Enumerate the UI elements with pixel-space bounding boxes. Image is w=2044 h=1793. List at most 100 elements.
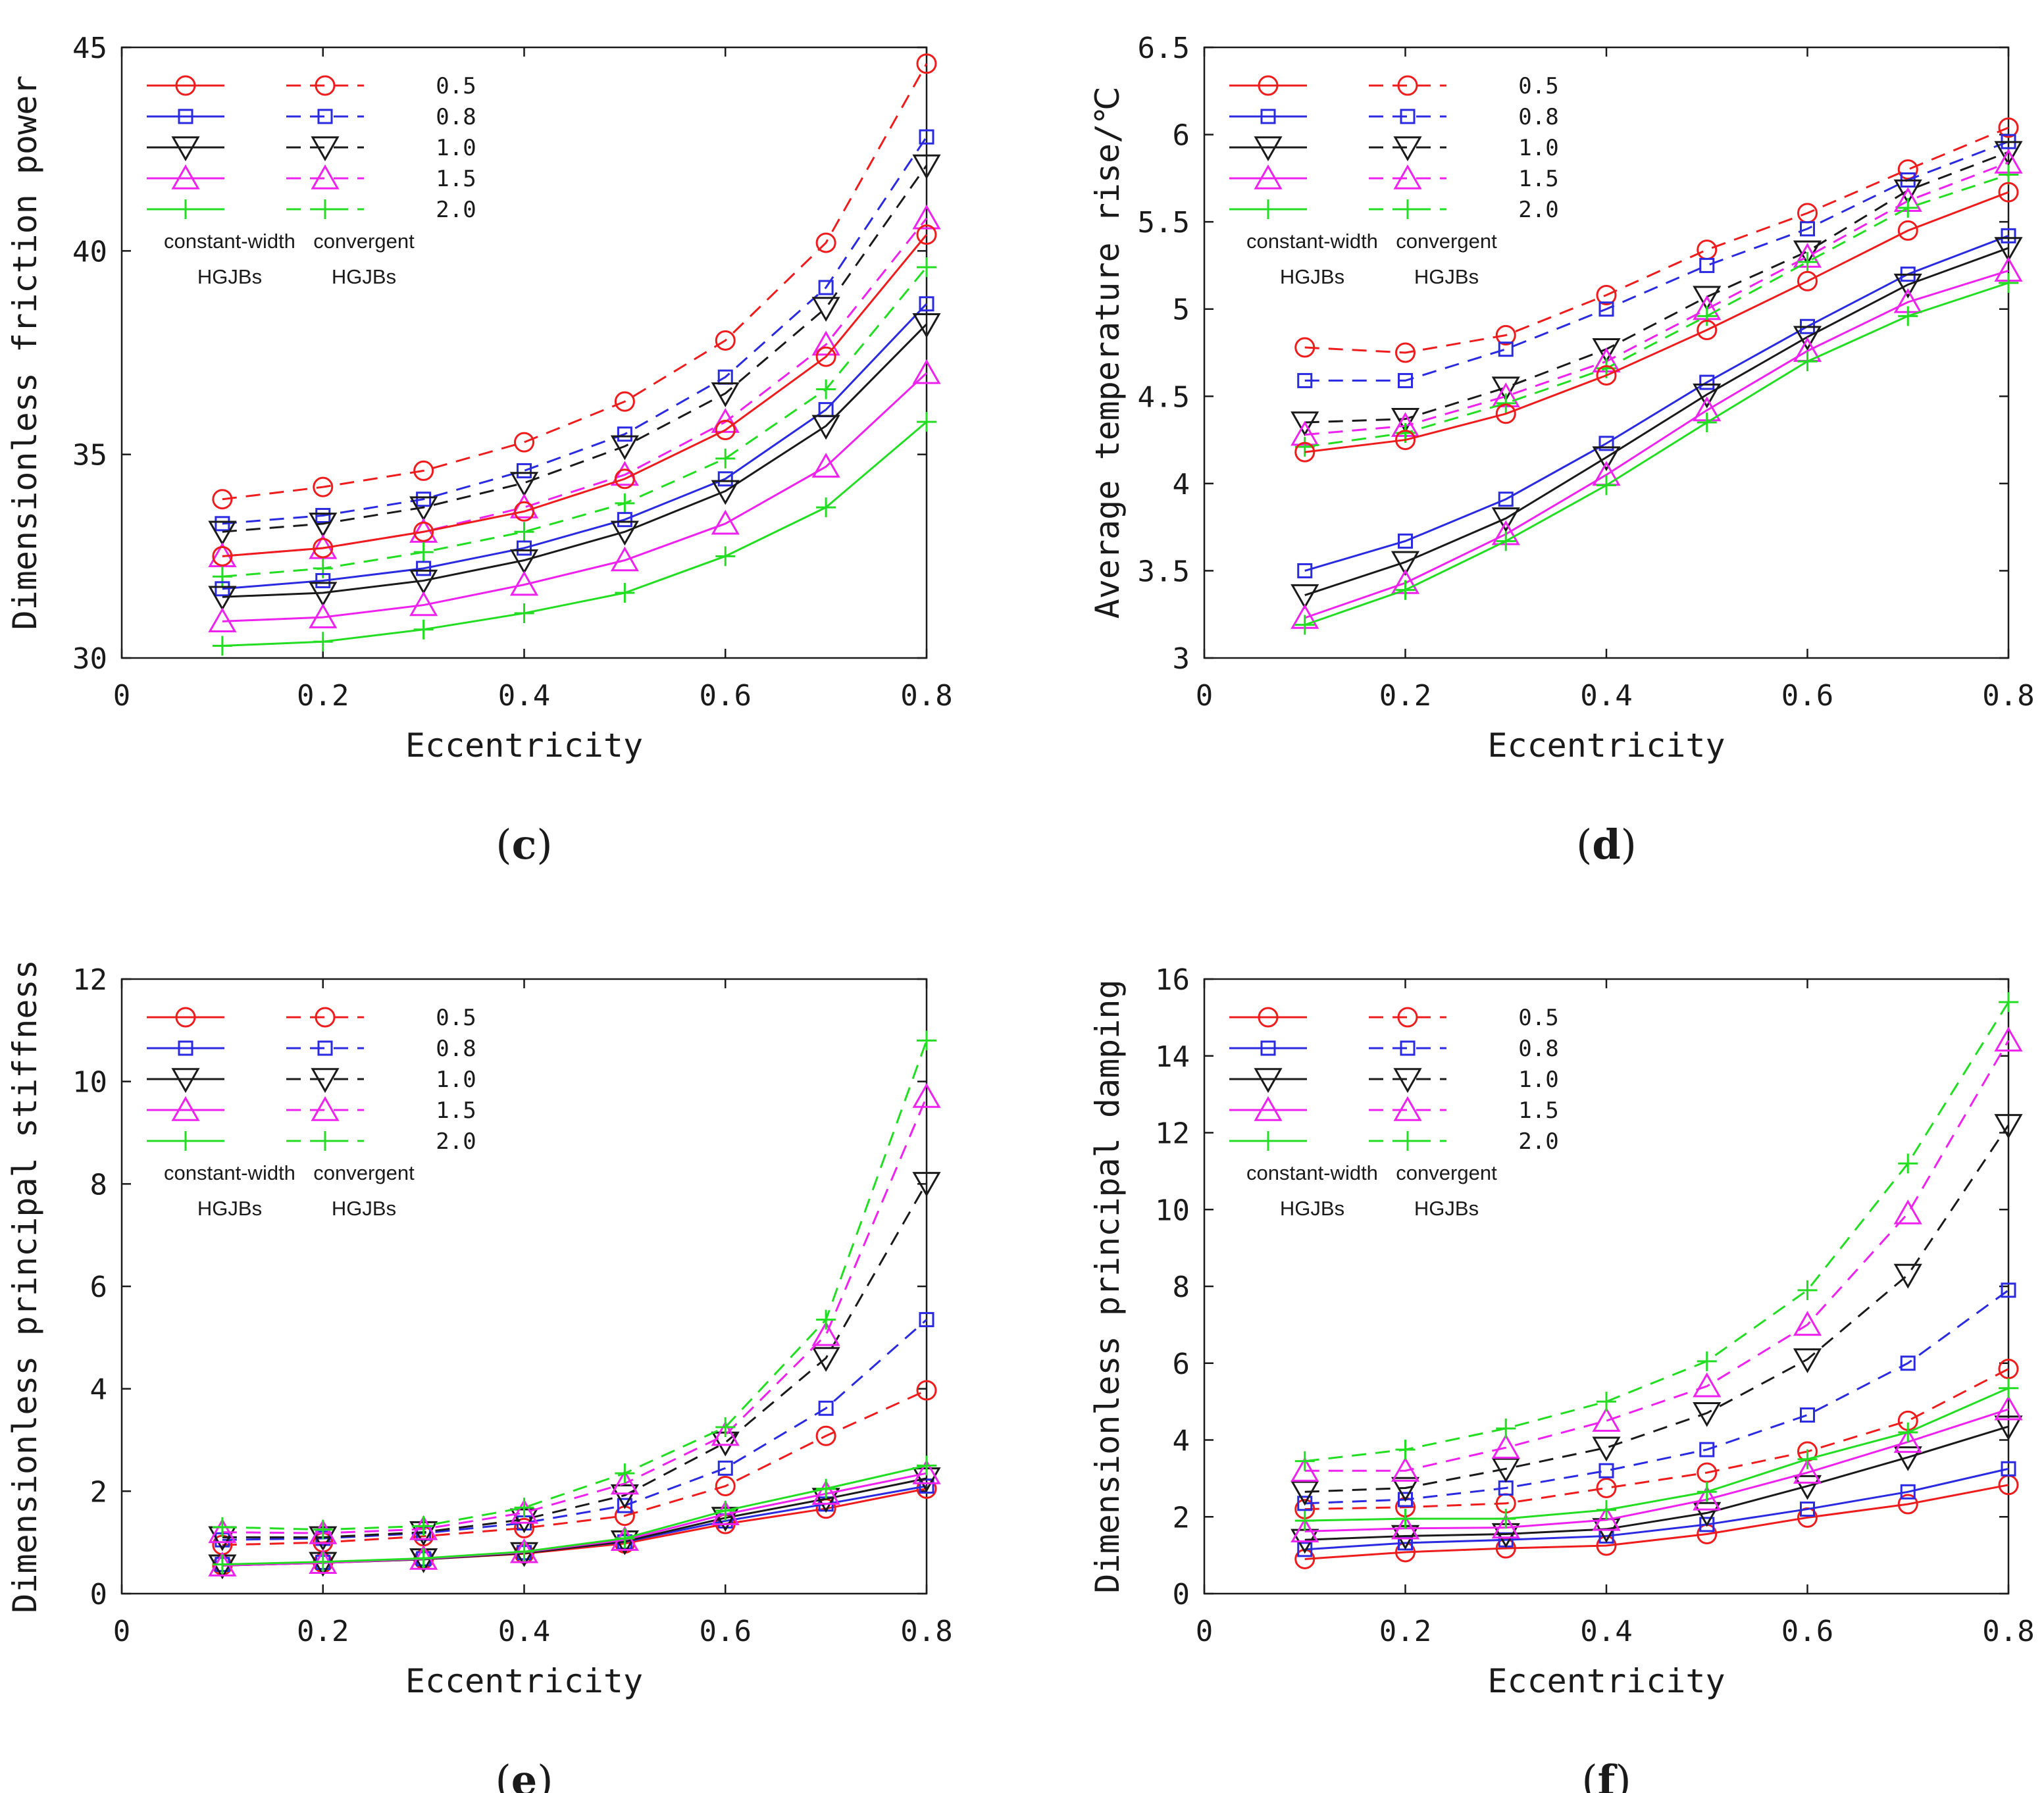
caption-close-paren: ) [1615, 1756, 1631, 1793]
data-point [1999, 164, 2018, 185]
data-point [212, 636, 232, 656]
legend-group-solid-label: constant-width [1246, 1161, 1378, 1184]
legend-group-solid-label-2: HGJBs [1280, 1197, 1344, 1220]
data-point [1697, 413, 1717, 433]
series-line [222, 1182, 928, 1538]
data-point [1900, 1355, 1916, 1371]
data-point [912, 204, 941, 230]
caption-letter: c [512, 821, 537, 869]
y-tick-label: 8 [90, 1168, 108, 1201]
data-point [1391, 551, 1420, 576]
data-point [1496, 1509, 1516, 1529]
legend-group-solid-label: constant-width [1246, 230, 1378, 253]
legend-group-dashed-label-2: HGJBs [1414, 1197, 1479, 1220]
data-point [1898, 1153, 1918, 1174]
data-point [1491, 507, 1520, 532]
data-point [811, 415, 840, 440]
legend-marker [1260, 1040, 1276, 1056]
y-tick-label: 0 [90, 1578, 108, 1611]
data-point [711, 408, 740, 433]
data-point [610, 1469, 639, 1495]
series-dashed-plus [212, 257, 936, 587]
caption-open-paren: ( [1576, 821, 1592, 869]
data-point [614, 391, 635, 412]
data-point [514, 1517, 534, 1538]
data-point [1598, 436, 1614, 451]
data-point [1592, 1505, 1621, 1531]
data-point [1596, 285, 1617, 306]
data-point [1693, 1485, 1722, 1511]
data-point [309, 582, 338, 607]
series-dashed-triangle-up [208, 1082, 941, 1544]
legend-group-solid-label-2: HGJBs [1280, 265, 1344, 288]
data-point [1395, 1440, 1416, 1460]
data-point [1592, 338, 1621, 363]
legend: 0.5 0.8 1.0 1.5 2.0 constant-width HGJBs conver… [147, 73, 476, 288]
data-point [917, 1030, 936, 1051]
legend-marker [315, 1131, 335, 1151]
data-point [1290, 1480, 1319, 1506]
data-point [409, 1515, 438, 1540]
caption-letter: d [1592, 821, 1620, 869]
data-point [413, 460, 434, 481]
series-line [1304, 1040, 2010, 1472]
legend-marker [1397, 75, 1418, 96]
data-point [717, 1460, 733, 1476]
legend-value-label: 0.5 [436, 1005, 476, 1031]
data-point [1592, 446, 1621, 472]
y-tick-label: 30 [72, 642, 107, 676]
data-point [919, 1478, 934, 1494]
legend-marker [1254, 136, 1283, 162]
y-tick-label: 6 [1173, 119, 1190, 153]
data-point [1797, 252, 1818, 272]
data-point [1398, 533, 1413, 549]
data-point [610, 461, 639, 486]
data-point [514, 501, 534, 522]
legend-marker [1393, 1096, 1422, 1121]
legend-marker [1258, 75, 1279, 96]
caption-open-paren: ( [496, 821, 511, 869]
data-point [1495, 324, 1516, 345]
legend-marker [1397, 1007, 1418, 1028]
data-point [715, 420, 736, 441]
series-line [1304, 1467, 2009, 1551]
data-point [610, 435, 639, 461]
data-point [715, 330, 736, 351]
data-point [815, 1425, 836, 1446]
data-point [1391, 1477, 1420, 1502]
data-point [811, 1347, 840, 1373]
x-axis-label: Eccentricity [405, 1662, 643, 1700]
data-point [416, 561, 432, 576]
series-solid-triangle-up [208, 359, 941, 633]
data-point [1699, 257, 1715, 273]
data-point [816, 497, 836, 518]
data-point [715, 1476, 736, 1497]
series-line [1304, 1124, 2010, 1493]
series-line [1304, 191, 2009, 453]
data-point [212, 1517, 232, 1537]
data-point [1697, 306, 1717, 326]
data-point [413, 542, 434, 563]
y-axis-label: Dimensionless principal damping [1088, 979, 1127, 1593]
data-point [212, 1554, 232, 1575]
series-dashed-triangle-down [208, 154, 941, 546]
data-point [1297, 563, 1313, 578]
data-point [1592, 1436, 1621, 1462]
x-tick-label: 0.6 [1781, 679, 1833, 713]
data-point [413, 619, 434, 640]
data-point [1999, 992, 2018, 1013]
legend-value-label: 2.0 [1518, 197, 1558, 223]
data-point [1597, 1392, 1616, 1412]
x-tick-label: 0.2 [297, 1615, 349, 1648]
legend-group-dashed-label-2: HGJBs [332, 1197, 396, 1220]
data-point [1699, 1442, 1715, 1457]
chart-panel-f: 0 0.2 0.4 0.6 0.8 0 2 4 6 8 10 12 14 16 Eccentricity Di… [1088, 963, 2035, 1793]
data-point [1800, 1407, 1815, 1423]
data-point [715, 546, 736, 567]
data-point [1294, 1511, 1315, 1531]
data-point [617, 426, 632, 442]
series-line [1304, 1425, 2009, 1541]
data-point [1290, 1457, 1319, 1482]
legend-value-label: 0.5 [1518, 1005, 1558, 1031]
data-point [1495, 403, 1516, 424]
